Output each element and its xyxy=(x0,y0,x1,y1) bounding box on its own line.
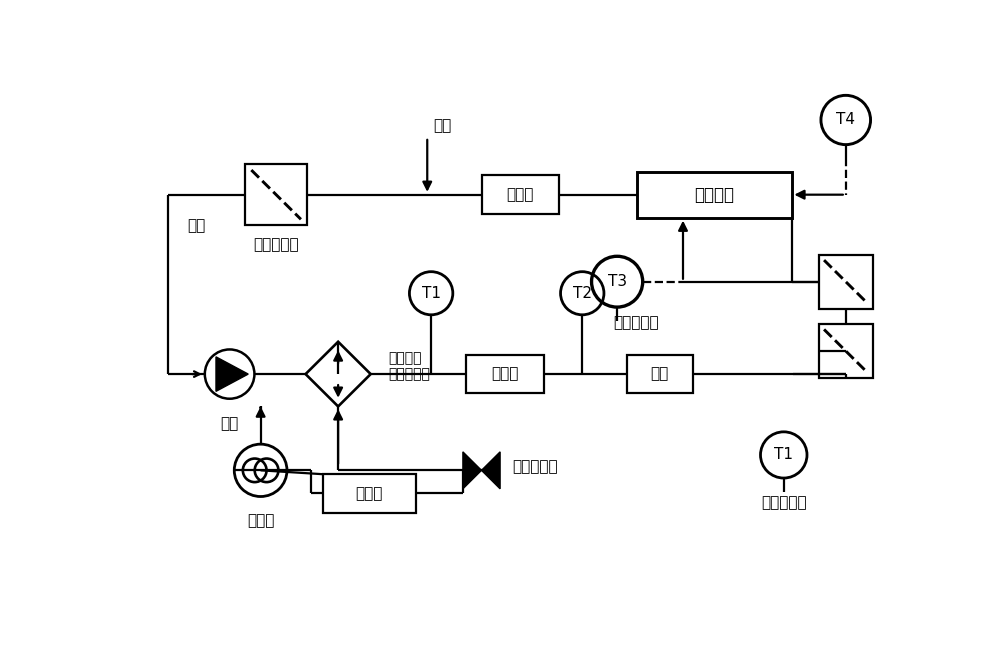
Text: 节流阀: 节流阀 xyxy=(507,187,534,202)
Bar xyxy=(627,355,693,393)
Text: 加热器: 加热器 xyxy=(491,367,518,382)
Polygon shape xyxy=(216,357,248,391)
Text: 温度传感器: 温度传感器 xyxy=(761,495,807,510)
Text: 冷凝器: 冷凝器 xyxy=(355,486,383,501)
Bar xyxy=(819,255,873,309)
Text: 风阀: 风阀 xyxy=(651,367,669,382)
Text: T4: T4 xyxy=(836,113,855,127)
Text: 热交换器
（蒸发器）: 热交换器 （蒸发器） xyxy=(388,351,430,382)
Text: T1: T1 xyxy=(774,448,793,463)
Bar xyxy=(637,171,792,218)
Text: 补气: 补气 xyxy=(433,118,452,133)
Bar xyxy=(245,164,307,226)
Text: 回气: 回气 xyxy=(187,218,205,233)
Text: 热力膨胀阀: 热力膨胀阀 xyxy=(512,459,558,474)
Polygon shape xyxy=(482,452,500,489)
Bar xyxy=(323,474,416,512)
Text: 风机: 风机 xyxy=(220,415,239,431)
Bar xyxy=(466,355,544,393)
Bar xyxy=(819,324,873,378)
Polygon shape xyxy=(463,452,482,489)
Text: T3: T3 xyxy=(608,274,627,289)
Text: 恒温腔体: 恒温腔体 xyxy=(694,186,734,204)
Text: 压缩机: 压缩机 xyxy=(247,514,274,529)
Bar xyxy=(482,175,559,214)
Text: T1: T1 xyxy=(422,286,441,301)
Text: 初效过滤器: 初效过滤器 xyxy=(253,237,299,252)
Text: T2: T2 xyxy=(573,286,592,301)
Text: 高效过滤器: 高效过滤器 xyxy=(613,315,659,330)
